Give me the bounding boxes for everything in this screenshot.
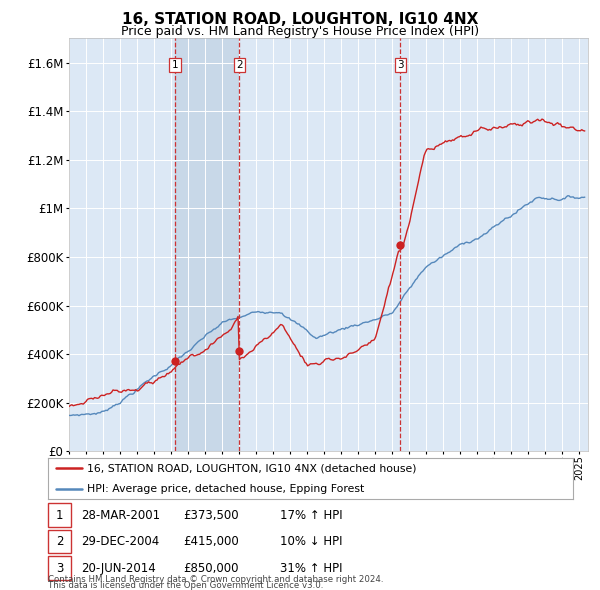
Text: 29-DEC-2004: 29-DEC-2004: [82, 535, 160, 548]
Text: This data is licensed under the Open Government Licence v3.0.: This data is licensed under the Open Gov…: [48, 581, 323, 590]
Text: 1: 1: [56, 509, 63, 522]
Text: £850,000: £850,000: [184, 562, 239, 575]
Text: 17% ↑ HPI: 17% ↑ HPI: [280, 509, 342, 522]
Text: 20-JUN-2014: 20-JUN-2014: [82, 562, 157, 575]
Text: 2: 2: [56, 535, 63, 548]
Text: 2: 2: [236, 60, 242, 70]
Bar: [175, 38, 239, 451]
Text: 16, STATION ROAD, LOUGHTON, IG10 4NX: 16, STATION ROAD, LOUGHTON, IG10 4NX: [122, 12, 478, 27]
Text: Price paid vs. HM Land Registry's House Price Index (HPI): Price paid vs. HM Land Registry's House …: [121, 25, 479, 38]
Text: 1: 1: [172, 60, 178, 70]
Text: 31% ↑ HPI: 31% ↑ HPI: [280, 562, 342, 575]
Text: 3: 3: [56, 562, 63, 575]
Text: £373,500: £373,500: [184, 509, 239, 522]
Text: 3: 3: [397, 60, 404, 70]
Text: 16, STATION ROAD, LOUGHTON, IG10 4NX (detached house): 16, STATION ROAD, LOUGHTON, IG10 4NX (de…: [88, 464, 417, 473]
Text: 10% ↓ HPI: 10% ↓ HPI: [280, 535, 342, 548]
Text: £415,000: £415,000: [184, 535, 239, 548]
Text: Contains HM Land Registry data © Crown copyright and database right 2024.: Contains HM Land Registry data © Crown c…: [48, 575, 383, 584]
Text: 28-MAR-2001: 28-MAR-2001: [82, 509, 161, 522]
Text: HPI: Average price, detached house, Epping Forest: HPI: Average price, detached house, Eppi…: [88, 484, 365, 493]
